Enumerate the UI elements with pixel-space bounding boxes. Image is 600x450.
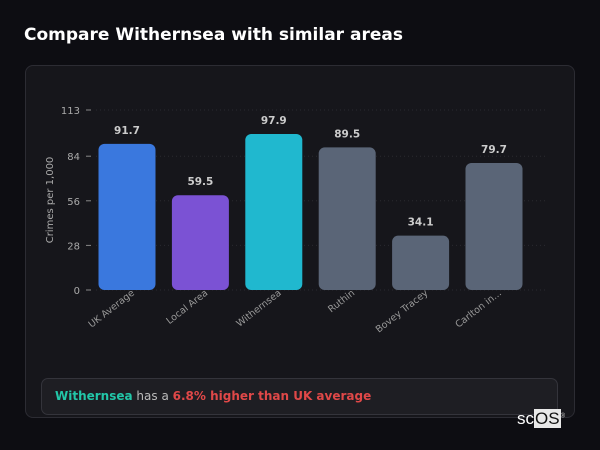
scos-logo: scOS®	[517, 409, 565, 428]
bar-value-label: 79.7	[481, 144, 507, 156]
x-tick-label: Bovey Tracey	[374, 287, 431, 335]
y-tick-label: 84	[67, 152, 80, 163]
bar	[171, 195, 229, 290]
bar-value-label: 97.9	[261, 115, 287, 127]
x-tick-label: Carlton in...	[453, 288, 503, 331]
x-tick-label: Ruthin	[326, 288, 357, 316]
x-tick-label: Withernsea	[234, 288, 283, 330]
bar-value-label: 89.5	[334, 128, 360, 140]
y-tick-label: 113	[61, 106, 80, 117]
summary-box: Withernsea has a 6.8% higher than UK ave…	[41, 378, 558, 415]
x-tick-label: Local Area	[164, 288, 210, 327]
bar	[318, 147, 376, 290]
y-tick-label: 0	[74, 286, 80, 297]
summary-comparison: 6.8% higher than UK average	[172, 389, 372, 403]
bar	[392, 235, 450, 290]
page-title: Compare Withernsea with similar areas	[24, 25, 403, 45]
bar	[245, 134, 303, 290]
y-axis-label: Crimes per 1,000	[45, 157, 56, 244]
bar-value-label: 91.7	[114, 125, 140, 137]
y-tick-label: 56	[67, 197, 80, 208]
summary-area: Withernsea	[55, 389, 133, 403]
x-tick-label: UK Average	[87, 288, 137, 331]
bar-value-label: 59.5	[187, 176, 213, 188]
bar	[465, 163, 523, 290]
bar	[98, 143, 156, 290]
summary-middle: has a	[132, 389, 173, 403]
y-tick-label: 28	[67, 241, 80, 252]
bar-value-label: 34.1	[408, 217, 434, 229]
